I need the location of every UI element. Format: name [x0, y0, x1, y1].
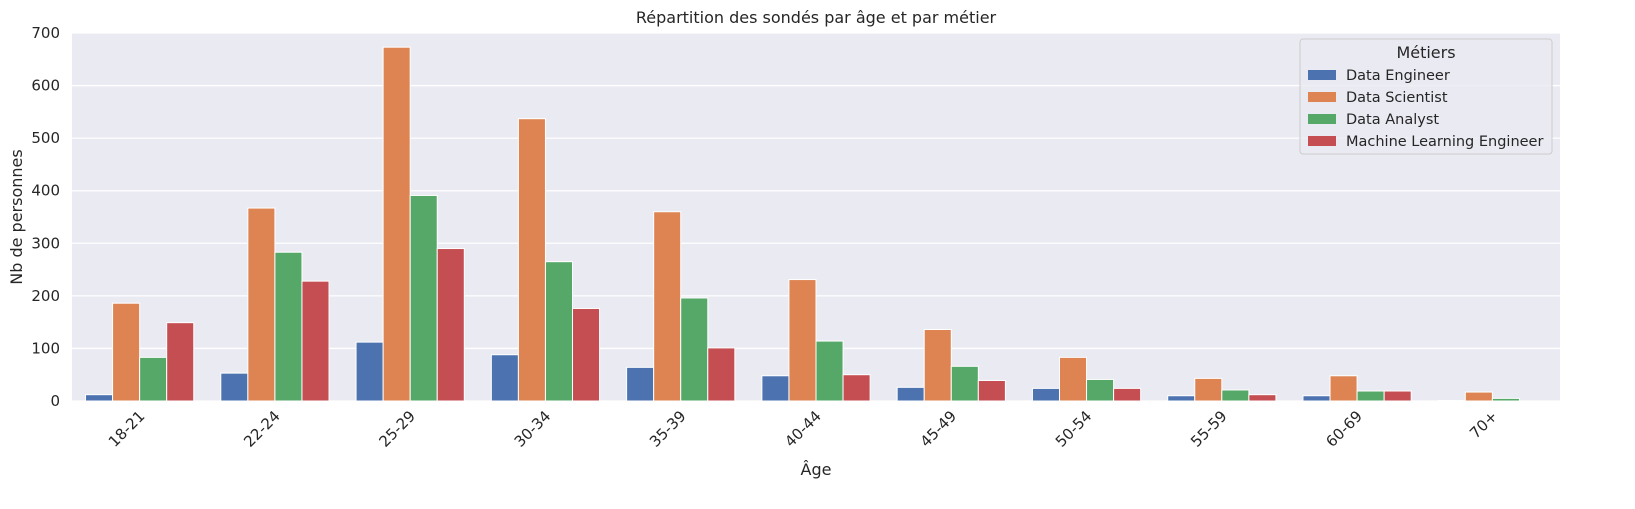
y-tick-label: 600 [31, 77, 60, 95]
legend-label: Data Scientist [1346, 90, 1448, 106]
bar-data-scientist-40-44 [788, 279, 817, 402]
bar-data-engineer-40-44 [761, 375, 790, 402]
x-tick-label: 40-44 [781, 407, 825, 451]
legend-title: Métiers [1396, 43, 1455, 62]
bar-data-analyst-50-54 [1086, 378, 1115, 402]
bar-data-engineer-45-49 [896, 386, 925, 402]
legend-label: Data Engineer [1346, 68, 1450, 84]
bar-data-analyst-45-49 [950, 365, 979, 402]
bar-data-scientist-60-69 [1329, 375, 1358, 402]
bar-machine-learning-engineer-22-24 [301, 280, 330, 402]
bar-machine-learning-engineer-25-29 [436, 248, 465, 402]
legend: Métiers Data Engineer Data Scientist Data … [1299, 38, 1553, 155]
bar-data-engineer-22-24 [220, 372, 249, 402]
bar-data-scientist-25-29 [382, 46, 411, 402]
chart-title: Répartition des sondés par âge et par mé… [636, 8, 997, 27]
x-tick-label: 45-49 [917, 407, 961, 451]
bar-data-scientist-30-34 [517, 118, 546, 402]
x-tick-label: 60-69 [1322, 407, 1366, 451]
bar-data-scientist-45-49 [923, 329, 952, 402]
bar-data-scientist-55-59 [1194, 377, 1223, 402]
bar-machine-learning-engineer-55-59 [1248, 394, 1277, 402]
bar-machine-learning-engineer-35-39 [707, 347, 736, 402]
bar-data-analyst-35-39 [680, 297, 709, 402]
bar-data-scientist-50-54 [1058, 356, 1088, 402]
legend-swatch [1308, 70, 1336, 80]
bar-machine-learning-engineer-30-34 [572, 307, 601, 402]
y-tick-label: 200 [31, 287, 60, 305]
bar-data-analyst-18-21 [139, 356, 168, 402]
y-tick-label: 100 [31, 339, 60, 357]
x-tick-label: 18-21 [105, 407, 149, 451]
x-tick-label: 35-39 [646, 407, 690, 451]
x-tick-label: 22-24 [240, 407, 284, 451]
x-tick-label: 50-54 [1052, 407, 1096, 451]
bar-data-engineer-35-39 [626, 366, 655, 402]
x-axis-ticks: 18-21 22-24 25-29 30-34 35-39 40-44 45-49 50-54… [105, 407, 1501, 451]
bar-data-scientist-35-39 [653, 211, 682, 402]
x-tick-label: 30-34 [511, 407, 555, 451]
bar-machine-learning-engineer-18-21 [166, 322, 195, 402]
y-tick-label: 500 [31, 129, 60, 147]
legend-box [1299, 38, 1553, 155]
bar-data-analyst-70+ [1491, 397, 1520, 402]
legend-label: Machine Learning Engineer [1346, 134, 1543, 150]
bar-data-scientist-22-24 [247, 207, 276, 402]
legend-label: Data Analyst [1346, 112, 1439, 128]
y-axis-label: Nb de personnes [7, 149, 26, 284]
y-tick-label: 700 [31, 24, 60, 42]
bar-data-analyst-40-44 [815, 340, 844, 402]
bar-data-analyst-25-29 [409, 194, 438, 402]
legend-swatch [1308, 136, 1336, 146]
bar-data-engineer-60-69 [1302, 395, 1331, 402]
bar-machine-learning-engineer-50-54 [1113, 387, 1142, 402]
y-axis-ticks: 0 100 200 300 400 500 600 700 [31, 24, 60, 410]
bar-data-analyst-30-34 [544, 261, 574, 402]
bar-data-scientist-18-21 [112, 302, 141, 402]
bar-machine-learning-engineer-45-49 [977, 379, 1006, 402]
x-axis-label: Âge [801, 460, 832, 479]
bar-data-analyst-22-24 [274, 251, 303, 402]
x-tick-label: 55-59 [1187, 407, 1231, 451]
y-tick-label: 400 [31, 182, 60, 200]
y-tick-label: 300 [31, 234, 60, 252]
bar-data-engineer-55-59 [1167, 395, 1196, 402]
bar-machine-learning-engineer-40-44 [842, 374, 871, 402]
y-tick-label: 0 [50, 392, 60, 410]
bar-data-analyst-60-69 [1356, 390, 1385, 402]
x-tick-label: 25-29 [375, 407, 419, 451]
bar-data-scientist-70+ [1464, 391, 1493, 402]
bar-data-analyst-55-59 [1221, 389, 1250, 402]
bar-data-engineer-18-21 [85, 394, 114, 402]
bar-data-engineer-25-29 [355, 341, 384, 402]
bar-machine-learning-engineer-60-69 [1383, 390, 1412, 402]
x-tick-label: 70+ [1466, 407, 1501, 442]
bar-data-engineer-30-34 [490, 354, 519, 402]
legend-swatch [1308, 114, 1336, 124]
bars [85, 46, 1520, 402]
bar-data-engineer-70+ [1437, 399, 1466, 402]
legend-swatch [1308, 92, 1336, 102]
bar-data-engineer-50-54 [1031, 387, 1060, 402]
